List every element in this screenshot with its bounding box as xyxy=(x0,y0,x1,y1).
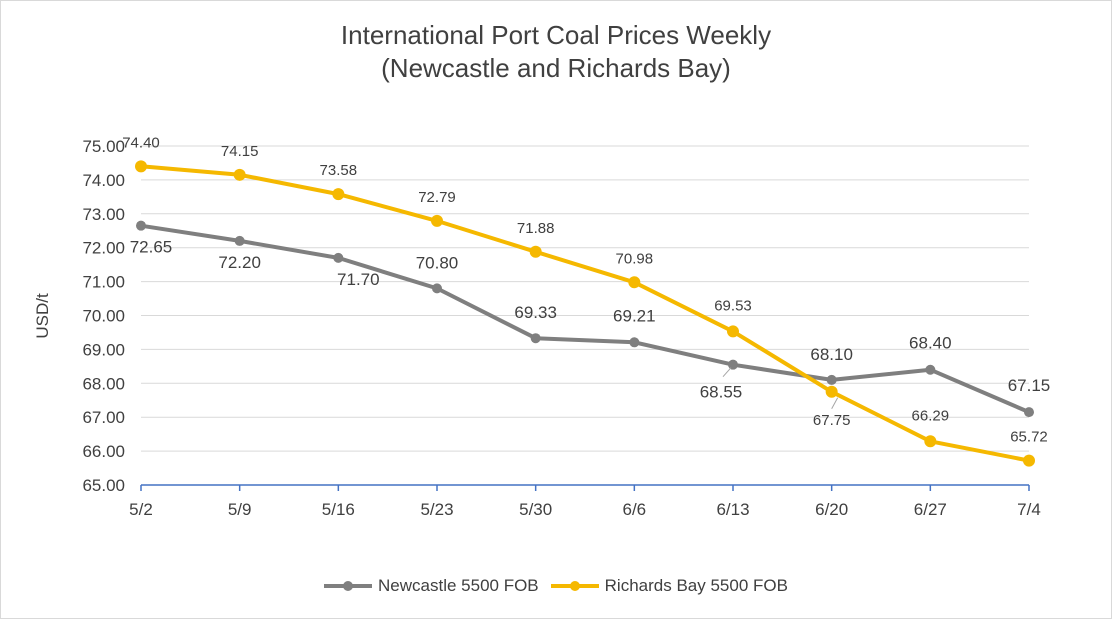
data-label-richards-bay: 66.29 xyxy=(912,407,950,424)
legend-item-richards-bay: Richards Bay 5500 FOB xyxy=(550,576,788,596)
data-point-newcastle xyxy=(826,374,837,385)
data-label-newcastle: 71.70 xyxy=(337,270,380,289)
data-label-richards-bay: 71.88 xyxy=(517,220,555,237)
data-label-richards-bay: 65.72 xyxy=(1010,429,1048,446)
leader-line-newcastle xyxy=(722,367,732,377)
data-point-newcastle xyxy=(432,283,442,294)
series-line-newcastle xyxy=(139,223,1031,415)
y-tick-label: 69.00 xyxy=(82,340,125,359)
data-label-newcastle: 67.15 xyxy=(1008,376,1051,395)
data-point-newcastle xyxy=(728,359,738,370)
data-label-richards-bay: 74.40 xyxy=(122,134,160,151)
data-label-newcastle: 70.80 xyxy=(416,253,459,272)
x-tick-label: 6/27 xyxy=(914,500,947,519)
chart-title-line-1: International Port Coal Prices Weekly xyxy=(340,20,772,50)
legend-swatch-richards-bay xyxy=(550,581,599,591)
y-tick-label: 68.00 xyxy=(82,374,125,393)
x-tick-label: 6/6 xyxy=(623,500,647,519)
legend: Newcastle 5500 FOB Richards Bay 5500 FOB xyxy=(1,576,1111,596)
data-point-richards-bay xyxy=(135,160,147,173)
data-point-newcastle xyxy=(530,333,541,344)
x-tick-label: 5/30 xyxy=(519,500,552,519)
data-point-newcastle xyxy=(234,235,245,246)
grid-lines xyxy=(141,145,1029,452)
y-tick-label: 73.00 xyxy=(82,205,125,224)
data-label-richards-bay: 70.98 xyxy=(616,250,654,267)
y-tick-label: 75.00 xyxy=(82,137,125,156)
data-label-newcastle: 72.65 xyxy=(130,238,173,257)
data-label-richards-bay: 67.75 xyxy=(813,412,851,429)
data-point-richards-bay xyxy=(431,214,443,227)
data-point-richards-bay xyxy=(628,276,641,289)
data-label-newcastle: 68.40 xyxy=(909,334,952,353)
y-tick-label: 71.00 xyxy=(82,273,125,292)
series-lines xyxy=(135,160,1035,467)
data-label-newcastle: 68.10 xyxy=(810,345,853,364)
data-label-richards-bay: 74.15 xyxy=(221,143,259,160)
y-tick-label: 74.00 xyxy=(82,171,125,190)
y-axis-label: USD/t xyxy=(33,293,52,339)
data-label-richards-bay: 69.53 xyxy=(714,297,752,314)
data-label-newcastle: 69.33 xyxy=(514,303,557,322)
data-label-newcastle: 69.21 xyxy=(613,306,656,325)
data-label-richards-bay: 73.58 xyxy=(320,162,358,179)
legend-item-newcastle: Newcastle 5500 FOB xyxy=(324,576,539,596)
y-tick-label: 70.00 xyxy=(82,307,125,326)
data-point-richards-bay xyxy=(825,385,838,398)
y-tick-label: 65.00 xyxy=(82,476,125,495)
x-tick-label: 7/4 xyxy=(1017,500,1041,519)
data-point-richards-bay xyxy=(332,188,345,201)
data-label-newcastle: 68.55 xyxy=(700,383,743,402)
legend-swatch-newcastle xyxy=(324,581,373,591)
data-point-newcastle xyxy=(1024,407,1034,418)
x-tick-label: 5/9 xyxy=(228,500,252,519)
legend-label-newcastle: Newcastle 5500 FOB xyxy=(378,576,539,595)
x-tick-label: 5/2 xyxy=(129,500,153,519)
y-tick-label: 66.00 xyxy=(82,442,125,461)
data-point-richards-bay xyxy=(529,245,542,258)
data-point-richards-bay xyxy=(924,435,937,448)
x-tick-label: 6/13 xyxy=(716,500,749,519)
data-label-richards-bay: 72.79 xyxy=(418,189,456,206)
y-tick-label: 67.00 xyxy=(82,408,125,427)
leader-line-richards-bay xyxy=(831,397,839,410)
x-tick-label: 5/23 xyxy=(420,500,453,519)
data-label-newcastle: 72.20 xyxy=(218,253,261,272)
data-point-newcastle xyxy=(925,364,936,375)
line-chart: 65.00 66.00 67.00 68.00 69.00 70.00 71.00 72.00… xyxy=(33,134,1050,519)
data-point-richards-bay xyxy=(1023,454,1035,467)
data-point-richards-bay xyxy=(727,325,739,338)
axes: 65.00 66.00 67.00 68.00 69.00 70.00 71.00 72.00… xyxy=(82,137,1040,519)
data-point-newcastle xyxy=(333,252,344,263)
y-tick-label: 72.00 xyxy=(82,239,125,258)
x-tick-label: 6/20 xyxy=(815,500,848,519)
data-point-richards-bay xyxy=(233,168,246,181)
chart-title-line-2: (Newcastle and Richards Bay) xyxy=(381,53,731,83)
data-point-newcastle xyxy=(629,337,640,348)
series-line-richards-bay xyxy=(139,164,1031,463)
x-tick-label: 5/16 xyxy=(322,500,355,519)
legend-label-richards-bay: Richards Bay 5500 FOB xyxy=(604,576,788,595)
chart-title: International Port Coal Prices Weekly (N… xyxy=(1,19,1111,85)
data-labels: 72.65 72.20 71.70 70.80 69.33 69.21 68.55 68.10… xyxy=(122,134,1050,445)
data-point-newcastle xyxy=(136,220,146,231)
